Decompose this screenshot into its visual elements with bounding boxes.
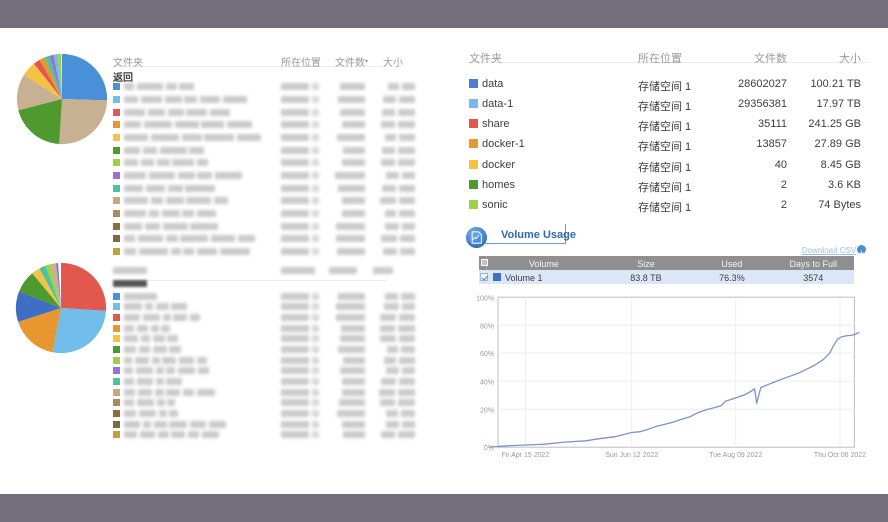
svg-text:Fri Apr 15 2022: Fri Apr 15 2022 [501,452,549,459]
svg-text:40%: 40% [480,379,494,386]
svg-text:60%: 60% [480,351,494,358]
svg-text:80%: 80% [480,324,494,331]
svg-text:Sun Jun 12 2022: Sun Jun 12 2022 [605,452,658,459]
svg-text:Tue Aug 09 2022: Tue Aug 09 2022 [709,452,762,459]
svg-text:Thu Oct 06 2022: Thu Oct 06 2022 [814,452,866,459]
svg-text:100%: 100% [476,296,494,303]
svg-text:0%: 0% [484,445,494,452]
svg-text:20%: 20% [480,407,494,414]
